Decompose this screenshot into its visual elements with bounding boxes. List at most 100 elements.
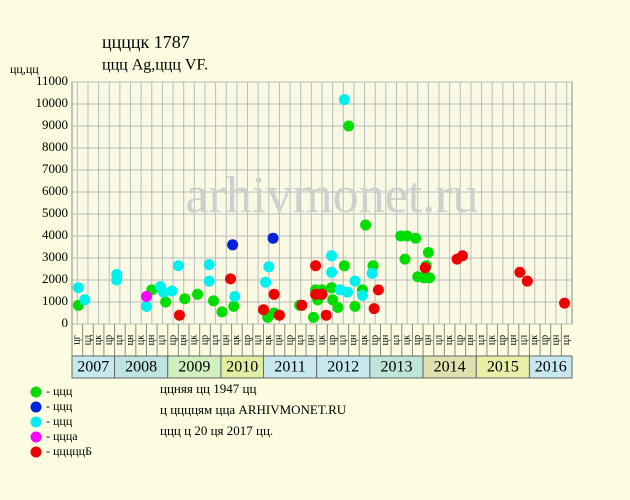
y-tick-label: 9000	[42, 117, 68, 132]
point	[419, 262, 431, 274]
point	[268, 288, 280, 300]
x-tick-label: цл	[476, 335, 487, 345]
point	[140, 300, 152, 312]
chart-subtitle: ццц Ag,ццц VF.	[102, 57, 208, 74]
point	[203, 259, 215, 271]
note: ццц ц 20 ця 2017 цц.	[160, 423, 273, 438]
point	[140, 291, 152, 302]
x-tick-label: цн	[380, 334, 391, 345]
x-tick-label: цн	[125, 334, 136, 345]
x-tick-label: цл	[338, 335, 349, 345]
point	[172, 260, 184, 272]
point	[349, 300, 361, 312]
point	[372, 284, 384, 296]
year-label: 2011	[274, 359, 305, 376]
point	[368, 303, 380, 315]
point	[401, 230, 413, 242]
legend-label: - ццца	[46, 429, 78, 443]
note: ццняя цц 1947 цц	[160, 381, 256, 396]
x-tick-label: цн	[465, 334, 476, 345]
point	[349, 275, 361, 287]
x-tick-label: цк	[359, 335, 370, 345]
point	[342, 286, 354, 298]
y-tick-label: 8000	[42, 139, 68, 154]
y-tick-label: 6000	[42, 183, 68, 198]
x-tick-label: цн	[221, 334, 232, 345]
point	[332, 302, 344, 313]
x-tick-label: цн	[306, 334, 317, 345]
point	[338, 94, 350, 106]
x-tick-label: цр	[104, 335, 115, 345]
y-tick-label: 5000	[42, 205, 68, 220]
point	[179, 293, 191, 305]
point	[192, 288, 204, 300]
point	[267, 232, 279, 244]
y-tick-label: 7000	[42, 161, 68, 176]
x-tick-label: цк	[529, 335, 540, 345]
legend-label: - ццц	[46, 384, 73, 398]
x-tick-label: цр	[540, 335, 551, 345]
point	[216, 306, 228, 318]
x-tick-label: цн	[348, 334, 359, 345]
point	[227, 239, 239, 251]
point	[229, 291, 241, 302]
note: ц ццццям цца ARHIVMONET.RU	[160, 402, 347, 417]
point	[326, 266, 338, 278]
legend-marker	[30, 446, 42, 458]
point	[410, 232, 422, 244]
x-tick-label: цк	[231, 335, 242, 345]
point	[160, 296, 172, 308]
point	[423, 272, 435, 284]
x-tick-label: цк	[401, 335, 412, 345]
point	[260, 276, 272, 288]
legend-marker	[30, 431, 42, 443]
year-label: 2010	[226, 359, 258, 376]
point	[327, 294, 339, 306]
point	[559, 297, 571, 309]
x-tick-label: цг	[72, 335, 83, 344]
x-tick-label: цн	[178, 334, 189, 345]
x-tick-label: цр	[284, 335, 295, 345]
x-tick-label: цк	[189, 335, 200, 345]
y-axis-label: цц,цц	[10, 62, 39, 76]
point	[173, 309, 185, 321]
point	[228, 300, 240, 312]
point	[316, 288, 328, 300]
point	[111, 274, 123, 286]
legend-marker	[30, 401, 42, 413]
point	[263, 261, 275, 273]
x-tick-label: цл	[114, 335, 125, 345]
point	[456, 250, 468, 262]
x-tick-label: цн	[146, 334, 157, 345]
x-tick-label: цк	[316, 335, 327, 345]
x-tick-label: цр	[199, 335, 210, 345]
point	[203, 275, 215, 287]
point	[72, 282, 84, 294]
legend-label: - ццц	[46, 414, 73, 428]
x-tick-label: цк	[444, 335, 455, 345]
point	[225, 273, 237, 285]
legend-marker	[30, 386, 42, 398]
year-label: 2008	[125, 359, 157, 376]
point	[514, 266, 526, 278]
point	[257, 304, 269, 316]
y-tick-label: 1000	[42, 293, 68, 308]
point	[338, 260, 350, 272]
year-label: 2013	[380, 359, 412, 376]
x-tick-label: цк	[135, 335, 146, 345]
point	[273, 309, 285, 321]
year-label: 2007	[77, 359, 109, 376]
point	[366, 267, 378, 279]
point	[157, 286, 169, 298]
point	[320, 309, 332, 321]
x-tick-label: цр	[497, 335, 508, 345]
point	[360, 219, 372, 231]
x-tick-label: цл	[252, 335, 263, 345]
year-label: 2012	[327, 359, 359, 376]
year-label: 2014	[434, 359, 466, 376]
point	[310, 260, 322, 272]
x-tick-label: цн	[550, 334, 561, 345]
x-tick-label: цр	[455, 335, 466, 345]
y-tick-label: 3000	[42, 249, 68, 264]
